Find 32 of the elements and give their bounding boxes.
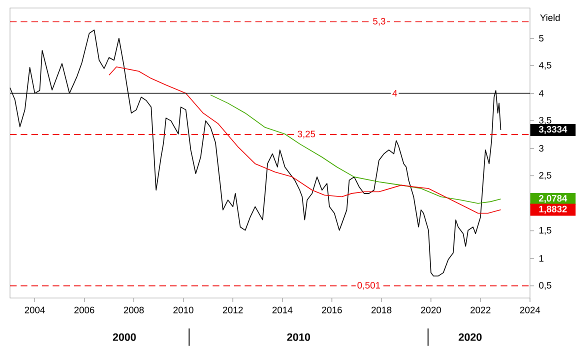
x-tick-label: 2022 — [470, 306, 490, 314]
y-tick-label: 3 — [539, 145, 544, 152]
y-tick-label: 5 — [539, 35, 544, 42]
y-tick-label: 4 — [538, 90, 544, 96]
text: 1,8832 — [539, 206, 567, 214]
ref-line-label: 0,501 — [357, 282, 380, 290]
text: 3,3334 — [538, 126, 568, 134]
x-tick-label: 2008 — [124, 306, 144, 314]
text: 2000 — [112, 333, 136, 341]
x-tick-label: 2024 — [520, 306, 540, 314]
line-series — [210, 94, 502, 204]
text: 2,0784 — [538, 195, 568, 204]
y-tick-label: 1,5 — [539, 227, 552, 235]
x-tick-label: 2012 — [222, 306, 243, 314]
x-tick-label: 2018 — [372, 306, 392, 314]
x-tick-label: 2006 — [74, 306, 94, 314]
text: 2010 — [287, 333, 310, 341]
y-tick-label: 2,5 — [539, 172, 552, 180]
text: 2020 — [458, 333, 482, 341]
ref-line-label: 4 — [392, 90, 398, 96]
y-axis-title: Yield — [540, 14, 560, 21]
y-tick-label: 0,5 — [539, 282, 552, 290]
x-tick-label: 2014 — [272, 306, 292, 314]
x-tick-label: 2010 — [173, 306, 194, 314]
x-tick-label: 2020 — [421, 306, 441, 314]
y-tick-label: 3,5 — [539, 116, 552, 125]
y-tick-label: 1 — [539, 255, 544, 262]
ref-line-label: 5,3 — [373, 18, 386, 26]
y-tick-label: 4,5 — [538, 62, 552, 70]
x-tick-label: 2016 — [322, 306, 342, 314]
x-tick-label: 2004 — [24, 306, 45, 314]
ref-line-label: 3,25 — [298, 130, 316, 138]
